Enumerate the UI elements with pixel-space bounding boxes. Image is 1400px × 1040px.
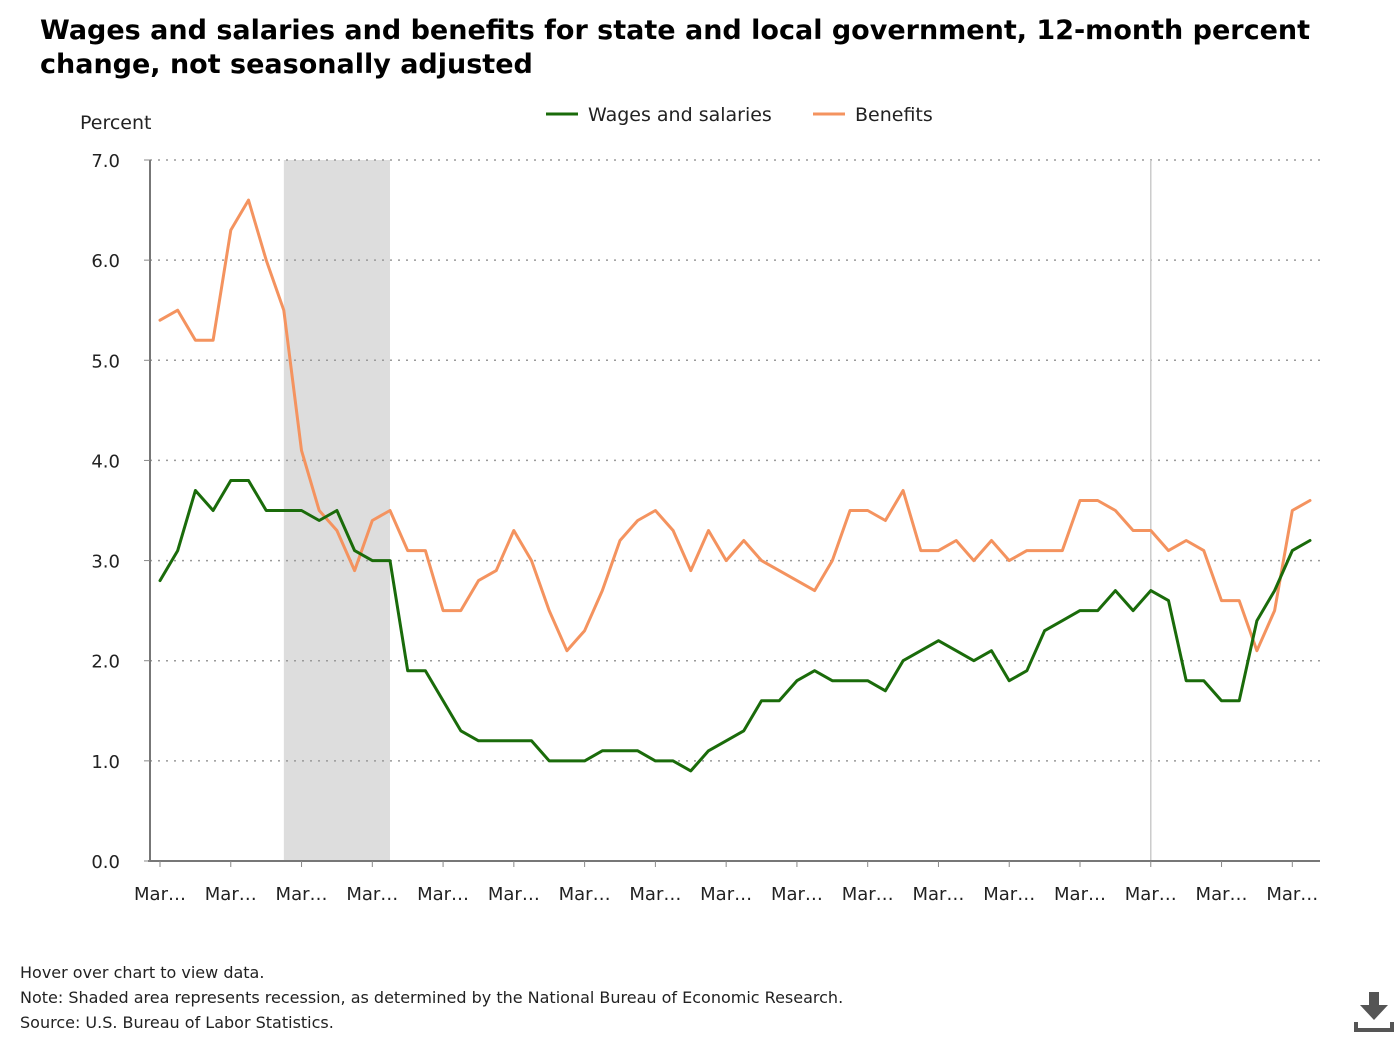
series-line-benefits[interactable] — [158, 198, 1312, 653]
x-tick-label: Mar… — [1054, 884, 1106, 905]
y-axis-title: Percent — [80, 112, 152, 134]
legend-label: Benefits — [855, 104, 933, 126]
hover-hint: Hover over chart to view data. — [20, 963, 265, 982]
x-tick-label: Mar… — [346, 884, 398, 905]
legend: Wages and salaries Benefits — [546, 104, 933, 126]
y-tick-label: 0.0 — [91, 852, 120, 873]
x-tick-label: Mar… — [488, 884, 540, 905]
x-tick-label: Mar… — [912, 884, 964, 905]
download-icon — [1354, 992, 1394, 1032]
x-tick-label: Mar… — [417, 884, 469, 905]
x-tick-label: Mar… — [1196, 884, 1248, 905]
y-tick-label: 4.0 — [91, 451, 120, 472]
y-tick-label: 2.0 — [91, 652, 120, 673]
series-line-wages-and-salaries[interactable] — [158, 479, 1312, 773]
axes — [148, 160, 1320, 862]
download-button[interactable] — [1352, 990, 1396, 1034]
chart-title: Wages and salaries and benefits for stat… — [40, 15, 1311, 80]
y-tick-label: 6.0 — [91, 251, 120, 272]
chart-notes: Hover over chart to view data. Note: Sha… — [20, 960, 843, 1035]
x-tick-label: Mar… — [842, 884, 894, 905]
x-tick-label: Mar… — [1125, 884, 1177, 905]
x-tick-label: Mar… — [134, 884, 186, 905]
series-lines[interactable] — [158, 198, 1312, 773]
y-tick-label: 1.0 — [91, 752, 120, 773]
y-tick-label: 5.0 — [91, 351, 120, 372]
x-tick-label: Mar… — [771, 884, 823, 905]
x-tick-label: Mar… — [700, 884, 752, 905]
y-axis-ticks: 0.0 1.0 2.0 3.0 4.0 5.0 6.0 7.0 — [91, 151, 150, 873]
gridlines — [150, 159, 1320, 861]
y-tick-label: 3.0 — [91, 552, 120, 573]
line-chart[interactable]: Wages and salaries Benefits Percent 0.0 1.… — [0, 0, 1400, 950]
y-tick-label: 7.0 — [91, 151, 120, 172]
source-note: Source: U.S. Bureau of Labor Statistics. — [20, 1013, 334, 1032]
x-axis-ticks: Mar… Mar… Mar… Mar… Mar… Mar… Mar… Mar… Mar… Mar…… — [134, 861, 1318, 905]
x-tick-label: Mar… — [629, 884, 681, 905]
legend-label: Wages and salaries — [588, 104, 772, 126]
x-tick-label: Mar… — [559, 884, 611, 905]
x-tick-label: Mar… — [983, 884, 1035, 905]
recession-note: Note: Shaded area represents recession, … — [20, 988, 844, 1007]
x-tick-label: Mar… — [276, 884, 328, 905]
x-tick-label: Mar… — [205, 884, 257, 905]
x-tick-label: Mar… — [1266, 884, 1318, 905]
